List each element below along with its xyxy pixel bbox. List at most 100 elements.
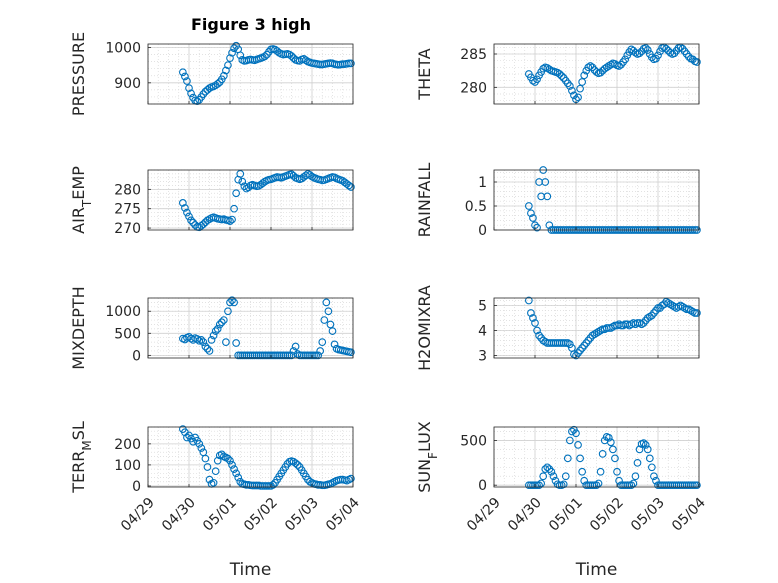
data-point	[666, 300, 675, 309]
data-point	[691, 309, 699, 317]
data-point	[545, 65, 554, 74]
data-point	[625, 481, 634, 490]
axes-frame	[493, 426, 700, 488]
data-point	[527, 209, 535, 218]
x-axis-label: Time	[575, 560, 618, 580]
data-point	[596, 467, 605, 476]
y-tick-label: 4	[478, 324, 487, 340]
data-point	[662, 297, 671, 306]
data-point	[326, 320, 335, 329]
data-point	[347, 59, 355, 68]
data-point	[283, 351, 292, 360]
data-point	[576, 454, 584, 463]
data-point	[213, 80, 222, 88]
data-point	[565, 82, 574, 90]
data-point	[633, 458, 642, 467]
data-point	[602, 63, 611, 72]
y-axis-label: AIRTEMP	[69, 166, 94, 234]
data-point	[230, 44, 238, 53]
data-point	[535, 331, 543, 340]
data-point	[621, 55, 630, 64]
data-point	[568, 86, 576, 95]
grid	[147, 426, 354, 487]
data-point	[615, 476, 623, 485]
data-point	[572, 429, 580, 438]
grid	[493, 298, 700, 358]
data-point	[238, 177, 247, 186]
data-point	[193, 97, 202, 106]
data-point	[209, 331, 218, 340]
data-point	[541, 178, 550, 186]
data-point	[197, 444, 206, 452]
data-point	[236, 477, 245, 486]
data-point	[201, 454, 210, 463]
data-point	[199, 220, 208, 229]
data-point	[590, 481, 599, 490]
data-point	[676, 301, 685, 310]
data-point	[205, 347, 214, 355]
data-point	[183, 208, 191, 217]
grid	[493, 44, 700, 104]
data-point	[213, 456, 222, 465]
subplot-theta: 280 285 THETA	[415, 43, 701, 105]
series-markers	[179, 296, 355, 360]
series-markers	[524, 425, 701, 490]
y-tick-label: 100	[114, 458, 141, 474]
data-point	[615, 62, 623, 70]
grid	[147, 169, 354, 230]
data-point	[203, 463, 212, 471]
data-point	[289, 54, 298, 62]
y-axis-label: RAINFALL	[415, 163, 434, 238]
y-tick-label: 0	[132, 479, 141, 495]
axes-frame	[147, 169, 354, 231]
data-point	[197, 336, 206, 344]
grid	[493, 170, 700, 231]
data-point	[322, 298, 331, 307]
data-point	[576, 346, 584, 355]
data-point	[524, 296, 533, 305]
data-point	[209, 478, 218, 487]
data-point	[684, 305, 693, 314]
data-point	[527, 309, 535, 317]
data-point	[217, 318, 226, 327]
data-point	[647, 311, 656, 320]
y-tick-label: 0	[132, 348, 141, 364]
data-point	[545, 221, 554, 230]
data-point	[664, 299, 673, 307]
data-point	[345, 59, 353, 68]
axes-frame	[493, 169, 700, 231]
subplot-rainfall: 0 0.5 1 RAINFALL	[415, 163, 701, 239]
data-point	[645, 454, 654, 463]
data-point	[330, 340, 339, 349]
data-point	[691, 481, 699, 490]
data-point	[639, 439, 648, 447]
data-point	[533, 326, 541, 335]
data-point	[285, 351, 294, 360]
series-markers	[179, 425, 355, 490]
axes-frame	[147, 43, 354, 105]
data-point	[226, 217, 234, 225]
data-point	[688, 481, 697, 490]
data-point	[652, 306, 660, 315]
data-point	[232, 189, 240, 198]
data-point	[529, 76, 537, 85]
y-tick-label: 1	[478, 175, 487, 191]
data-point	[563, 454, 572, 463]
data-point	[650, 472, 658, 481]
data-point	[584, 336, 593, 345]
subplot-air_temp: 270 275 280 AIRTEMP	[69, 166, 355, 237]
data-point	[590, 330, 599, 339]
axes-frame	[493, 43, 700, 105]
data-point	[226, 298, 234, 307]
grid	[493, 427, 700, 487]
data-point	[324, 307, 333, 316]
data-point	[320, 316, 329, 324]
data-point	[213, 325, 222, 333]
data-point	[224, 61, 232, 70]
subplot-pressure: 900 1000 PRESSURE	[69, 32, 355, 116]
data-point	[561, 472, 570, 481]
y-tick-label: 500	[114, 326, 141, 342]
data-point	[533, 481, 541, 490]
data-point	[312, 351, 320, 360]
